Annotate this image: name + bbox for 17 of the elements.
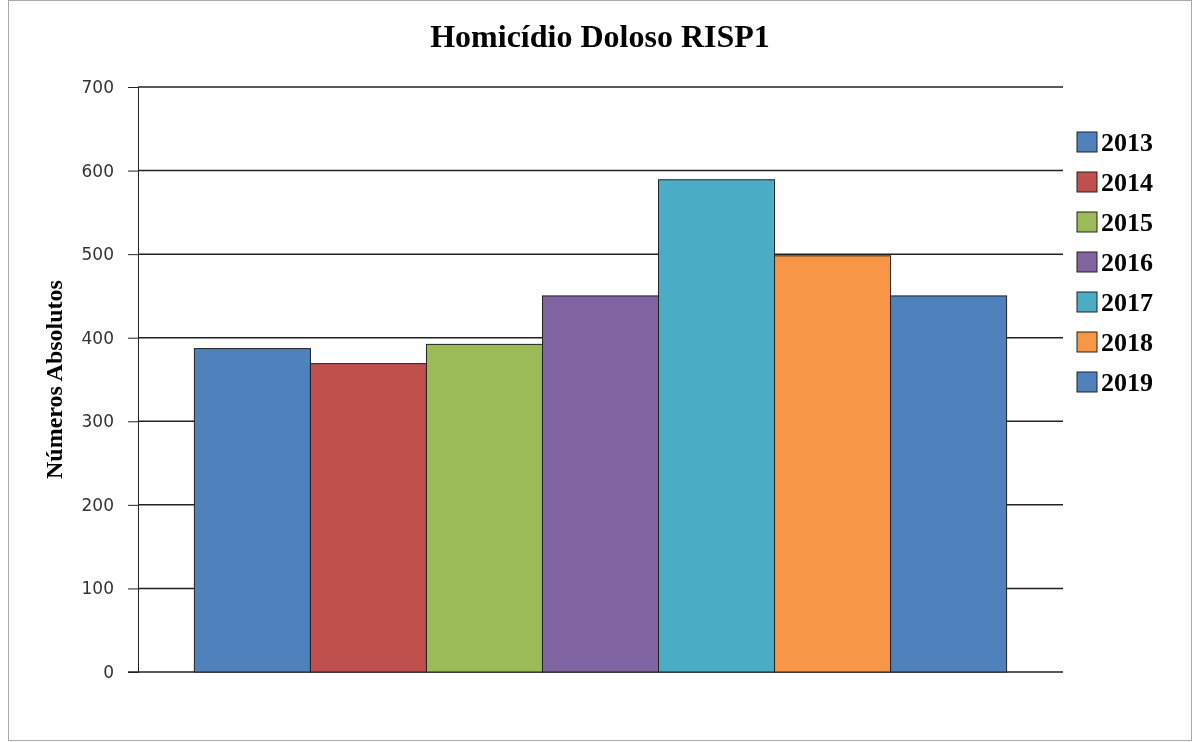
y-tick-label: 500 — [81, 244, 114, 265]
y-tick-label: 600 — [81, 160, 114, 181]
legend-label: 2018 — [1101, 328, 1153, 357]
legend-label: 2013 — [1101, 128, 1153, 157]
legend-label: 2015 — [1101, 208, 1153, 237]
legend-label: 2019 — [1101, 368, 1153, 397]
y-tick-label: 200 — [81, 494, 114, 515]
y-tick-label: 700 — [81, 76, 114, 97]
y-tick-label: 0 — [103, 661, 114, 682]
legend-label: 2014 — [1101, 168, 1153, 197]
legend-label: 2016 — [1101, 248, 1153, 277]
legend-label: 2017 — [1101, 288, 1153, 317]
y-tick-label: 300 — [81, 411, 114, 432]
y-axis-title: Números Absolutos — [41, 280, 67, 479]
y-tick-label: 400 — [81, 327, 114, 348]
y-tick-label: 100 — [81, 578, 114, 599]
chart-title: Homicídio Doloso RISP1 — [430, 18, 770, 54]
